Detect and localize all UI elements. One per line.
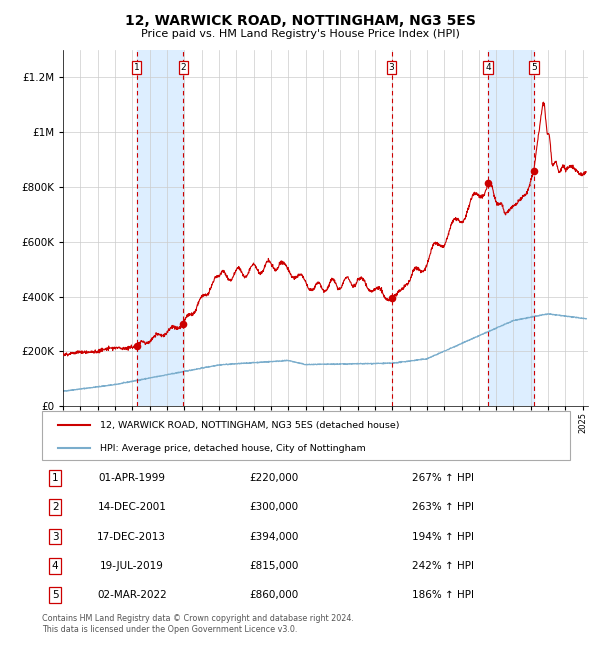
FancyBboxPatch shape: [42, 411, 570, 460]
Text: 1: 1: [52, 473, 59, 483]
Text: 5: 5: [52, 590, 59, 600]
Bar: [137, 50, 184, 406]
Text: £394,000: £394,000: [250, 532, 299, 541]
Text: £860,000: £860,000: [250, 590, 299, 600]
Text: 2: 2: [52, 502, 59, 512]
Text: 1: 1: [134, 63, 140, 72]
Text: 14-DEC-2001: 14-DEC-2001: [97, 502, 166, 512]
Text: 12, WARWICK ROAD, NOTTINGHAM, NG3 5ES: 12, WARWICK ROAD, NOTTINGHAM, NG3 5ES: [125, 14, 475, 29]
Text: 3: 3: [389, 63, 394, 72]
Text: 12, WARWICK ROAD, NOTTINGHAM, NG3 5ES (detached house): 12, WARWICK ROAD, NOTTINGHAM, NG3 5ES (d…: [100, 421, 400, 430]
Text: 194% ↑ HPI: 194% ↑ HPI: [412, 532, 473, 541]
Bar: [488, 50, 534, 406]
Text: 19-JUL-2019: 19-JUL-2019: [100, 561, 164, 571]
Text: Price paid vs. HM Land Registry's House Price Index (HPI): Price paid vs. HM Land Registry's House …: [140, 29, 460, 38]
Text: 2: 2: [181, 63, 186, 72]
Text: 267% ↑ HPI: 267% ↑ HPI: [412, 473, 473, 483]
Text: 3: 3: [52, 532, 59, 541]
Text: Contains HM Land Registry data © Crown copyright and database right 2024.
This d: Contains HM Land Registry data © Crown c…: [42, 614, 354, 634]
Text: 4: 4: [485, 63, 491, 72]
Text: 01-APR-1999: 01-APR-1999: [98, 473, 165, 483]
Text: 263% ↑ HPI: 263% ↑ HPI: [412, 502, 473, 512]
Text: £220,000: £220,000: [250, 473, 299, 483]
Text: 4: 4: [52, 561, 59, 571]
Text: 186% ↑ HPI: 186% ↑ HPI: [412, 590, 473, 600]
Text: £300,000: £300,000: [250, 502, 299, 512]
Text: HPI: Average price, detached house, City of Nottingham: HPI: Average price, detached house, City…: [100, 443, 366, 452]
Text: 17-DEC-2013: 17-DEC-2013: [97, 532, 166, 541]
Text: 02-MAR-2022: 02-MAR-2022: [97, 590, 167, 600]
Text: £815,000: £815,000: [250, 561, 299, 571]
Text: 242% ↑ HPI: 242% ↑ HPI: [412, 561, 473, 571]
Text: 5: 5: [531, 63, 536, 72]
